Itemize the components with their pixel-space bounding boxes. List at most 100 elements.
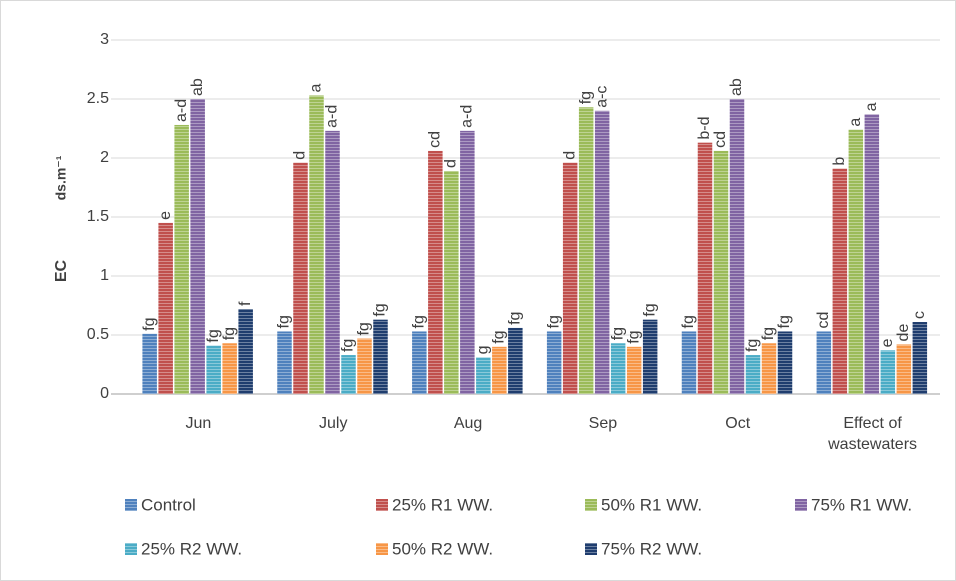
bar xyxy=(293,162,308,394)
bar xyxy=(325,130,340,395)
y-axis-label: EC xyxy=(53,259,70,282)
bar xyxy=(444,170,459,394)
x-tick-label: Jun xyxy=(185,415,212,432)
bar xyxy=(761,343,777,394)
bar-annotation: fg xyxy=(221,327,238,340)
y-axis-unit: ds.m⁻¹ xyxy=(53,155,69,200)
bar-annotation: fg xyxy=(411,315,428,328)
bar-annotation: a-c xyxy=(593,86,610,108)
bar-annotation: a xyxy=(308,83,325,92)
bar-annotation: fg xyxy=(776,315,793,328)
bar-annotation: cd xyxy=(712,131,729,148)
legend-swatch xyxy=(585,499,597,511)
bar xyxy=(594,110,610,395)
y-tick-label: 0.5 xyxy=(87,326,109,343)
bar xyxy=(697,142,713,394)
bar xyxy=(476,357,491,394)
y-tick-label: 2 xyxy=(100,149,109,166)
bar xyxy=(158,222,173,394)
y-tick-label: 1 xyxy=(100,267,109,284)
bar xyxy=(508,327,523,394)
bar xyxy=(848,129,864,394)
bar xyxy=(912,322,928,394)
y-tick-label: 2.5 xyxy=(87,90,109,107)
legend-swatch xyxy=(125,543,137,555)
bar xyxy=(642,319,658,394)
bar-annotation: fg xyxy=(141,317,158,330)
legend-label: 75% R2 WW. xyxy=(601,539,702,558)
bar-annotation: fg xyxy=(372,303,389,316)
bar xyxy=(816,331,832,394)
bar xyxy=(309,95,324,395)
legend-swatch xyxy=(376,499,388,511)
legend-swatch xyxy=(795,499,807,511)
legend-label: 50% R1 WW. xyxy=(601,495,702,514)
bar-annotation: fg xyxy=(760,327,777,340)
bar xyxy=(729,99,745,394)
bar xyxy=(412,331,427,394)
bar-annotation: fg xyxy=(577,91,594,104)
bar xyxy=(713,150,729,394)
legend-label: 75% R1 WW. xyxy=(811,495,912,514)
bar-annotation: cd xyxy=(815,312,832,329)
bar xyxy=(238,309,253,394)
bar-annotation: b-d xyxy=(696,117,713,140)
bar xyxy=(373,319,388,394)
bar xyxy=(681,331,697,394)
bar-annotation: d xyxy=(561,151,578,160)
bar-annotation: d xyxy=(292,151,309,160)
bar xyxy=(428,150,443,394)
legend-label: 50% R2 WW. xyxy=(392,539,493,558)
bar-annotation: b xyxy=(831,157,848,166)
bar xyxy=(626,346,642,394)
bar-annotation: a-d xyxy=(173,99,190,122)
bar-annotation: a-d xyxy=(459,105,476,128)
bar-annotation: fg xyxy=(205,329,222,342)
bar-annotation: f xyxy=(237,301,254,306)
bar xyxy=(546,331,562,394)
bar-annotation: fg xyxy=(491,330,508,343)
y-tick-label: 0 xyxy=(100,385,109,402)
legend-swatch xyxy=(585,543,597,555)
bar-annotation: de xyxy=(895,324,912,342)
bar-annotation: fg xyxy=(545,315,562,328)
bar xyxy=(174,124,189,395)
bar-annotation: a-d xyxy=(324,105,341,128)
legend-swatch xyxy=(376,543,388,555)
bar-annotation: fg xyxy=(340,339,357,352)
bar xyxy=(578,107,594,394)
x-tick-label: July xyxy=(319,415,348,432)
legend-label: 25% R2 WW. xyxy=(141,539,242,558)
bar-annotation: e xyxy=(157,211,174,220)
bar-annotation: fg xyxy=(625,330,642,343)
bar-annotation: c xyxy=(911,311,928,319)
bar-annotation: g xyxy=(475,346,492,355)
bar-annotation: e xyxy=(879,338,896,347)
y-tick-label: 1.5 xyxy=(87,208,109,225)
bar xyxy=(745,355,761,394)
bar xyxy=(832,168,848,394)
bar-annotation: cd xyxy=(427,131,444,148)
bar xyxy=(492,346,507,394)
bar xyxy=(222,343,237,394)
bar xyxy=(142,333,157,394)
legend-label: 25% R1 WW. xyxy=(392,495,493,514)
bar xyxy=(880,350,896,394)
legend-swatch xyxy=(125,499,137,511)
x-tick-label: Sep xyxy=(588,415,618,432)
bar-annotation: fg xyxy=(680,315,697,328)
bar-annotation: fg xyxy=(641,303,658,316)
x-tick-label: Aug xyxy=(453,415,483,432)
bar-annotation: fg xyxy=(356,322,373,335)
bar xyxy=(864,114,880,394)
bar xyxy=(896,344,912,394)
bar-annotation: ab xyxy=(189,78,206,96)
bar-annotation: fg xyxy=(276,315,293,328)
x-tick-label: Effect of wastewaters xyxy=(828,415,918,453)
bar xyxy=(357,338,372,394)
bar xyxy=(190,99,205,394)
bar-annotation: a xyxy=(847,118,864,127)
y-tick-label: 3 xyxy=(100,31,109,48)
